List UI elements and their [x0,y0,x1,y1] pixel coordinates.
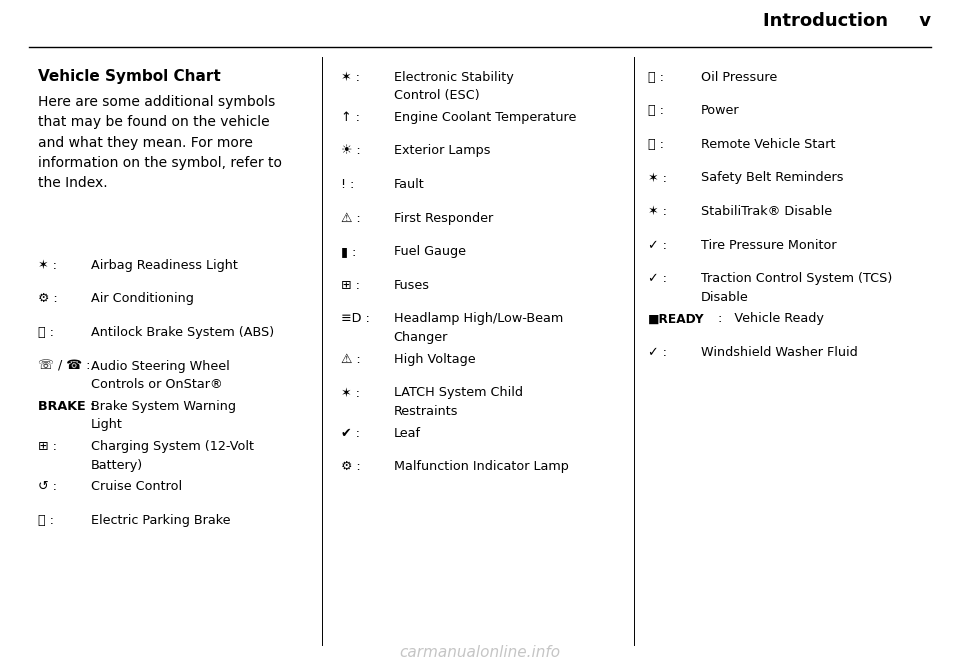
Text: Engine Coolant Temperature: Engine Coolant Temperature [394,111,576,124]
Text: ⏻ :: ⏻ : [648,104,676,117]
Text: Tire Pressure Monitor: Tire Pressure Monitor [701,239,836,251]
Text: ■READY: ■READY [648,312,705,325]
Text: Headlamp High/Low-Beam: Headlamp High/Low-Beam [394,312,563,325]
Text: Safety Belt Reminders: Safety Belt Reminders [701,171,843,184]
Text: First Responder: First Responder [394,212,492,224]
Text: carmanualonline.info: carmanualonline.info [399,645,561,660]
Text: Charging System (12-Volt: Charging System (12-Volt [91,440,254,453]
Text: Electric Parking Brake: Electric Parking Brake [91,514,230,527]
Text: ↑ :: ↑ : [341,111,372,124]
Text: ☏ / ☎ :: ☏ / ☎ : [38,360,103,372]
Text: ✓ :: ✓ : [648,346,679,359]
Text: ▮ :: ▮ : [341,245,369,258]
Text: Air Conditioning: Air Conditioning [91,292,194,305]
Text: ✓ :: ✓ : [648,239,679,251]
Text: Airbag Readiness Light: Airbag Readiness Light [91,259,238,271]
Text: Ⓒ :: Ⓒ : [38,326,66,339]
Text: ✶ :: ✶ : [648,171,679,184]
Text: High Voltage: High Voltage [394,353,475,366]
Text: ✶ :: ✶ : [341,71,372,83]
Text: Introduction     v: Introduction v [763,12,931,30]
Text: ⊞ :: ⊞ : [341,279,372,292]
Text: Restraints: Restraints [394,405,458,418]
Text: ↺ :: ↺ : [38,480,69,493]
Text: Controls or OnStar®: Controls or OnStar® [91,378,223,391]
Text: ! :: ! : [341,178,366,191]
Text: Traction Control System (TCS): Traction Control System (TCS) [701,272,892,285]
Text: Fuses: Fuses [394,279,429,292]
Text: Light: Light [91,419,123,431]
Text: Fuel Gauge: Fuel Gauge [394,245,466,258]
Text: Control (ESC): Control (ESC) [394,89,479,102]
Text: Ⓢ :: Ⓢ : [648,138,676,151]
Text: Vehicle Symbol Chart: Vehicle Symbol Chart [38,69,221,83]
Text: ⊞ :: ⊞ : [38,440,69,453]
Text: BRAKE :: BRAKE : [38,400,109,413]
Text: Power: Power [701,104,739,117]
Text: ✓ :: ✓ : [648,272,679,285]
Text: Electronic Stability: Electronic Stability [394,71,514,83]
Text: ⚠ :: ⚠ : [341,353,372,366]
Text: Brake System Warning: Brake System Warning [91,400,236,413]
Text: Audio Steering Wheel: Audio Steering Wheel [91,360,230,372]
Text: ✶ :: ✶ : [648,205,679,218]
Text: Cruise Control: Cruise Control [91,480,182,493]
Text: Here are some additional symbols
that may be found on the vehicle
and what they : Here are some additional symbols that ma… [38,95,282,190]
Text: Ⓟ :: Ⓟ : [38,514,66,527]
Text: Oil Pressure: Oil Pressure [701,71,777,83]
Text: Malfunction Indicator Lamp: Malfunction Indicator Lamp [394,460,568,473]
Text: ☀ :: ☀ : [341,144,372,157]
Text: ✶ :: ✶ : [341,386,372,399]
Text: ⚙ :: ⚙ : [38,292,70,305]
Text: ✔ :: ✔ : [341,427,372,439]
Text: Battery): Battery) [91,459,143,472]
Text: ⚙ :: ⚙ : [341,460,372,473]
Text: Fault: Fault [394,178,424,191]
Text: ⚠ :: ⚠ : [341,212,372,224]
Text: Remote Vehicle Start: Remote Vehicle Start [701,138,835,151]
Text: StabiliTrak® Disable: StabiliTrak® Disable [701,205,832,218]
Text: Changer: Changer [394,331,448,344]
Text: :   Vehicle Ready: : Vehicle Ready [710,312,825,325]
Text: Windshield Washer Fluid: Windshield Washer Fluid [701,346,857,359]
Text: ✶ :: ✶ : [38,259,69,271]
Text: Antilock Brake System (ABS): Antilock Brake System (ABS) [91,326,275,339]
Text: Disable: Disable [701,291,749,304]
Text: ⛏ :: ⛏ : [648,71,676,83]
Text: Exterior Lamps: Exterior Lamps [394,144,491,157]
Text: Leaf: Leaf [394,427,420,439]
Text: LATCH System Child: LATCH System Child [394,386,522,399]
Text: ≡D :: ≡D : [341,312,382,325]
